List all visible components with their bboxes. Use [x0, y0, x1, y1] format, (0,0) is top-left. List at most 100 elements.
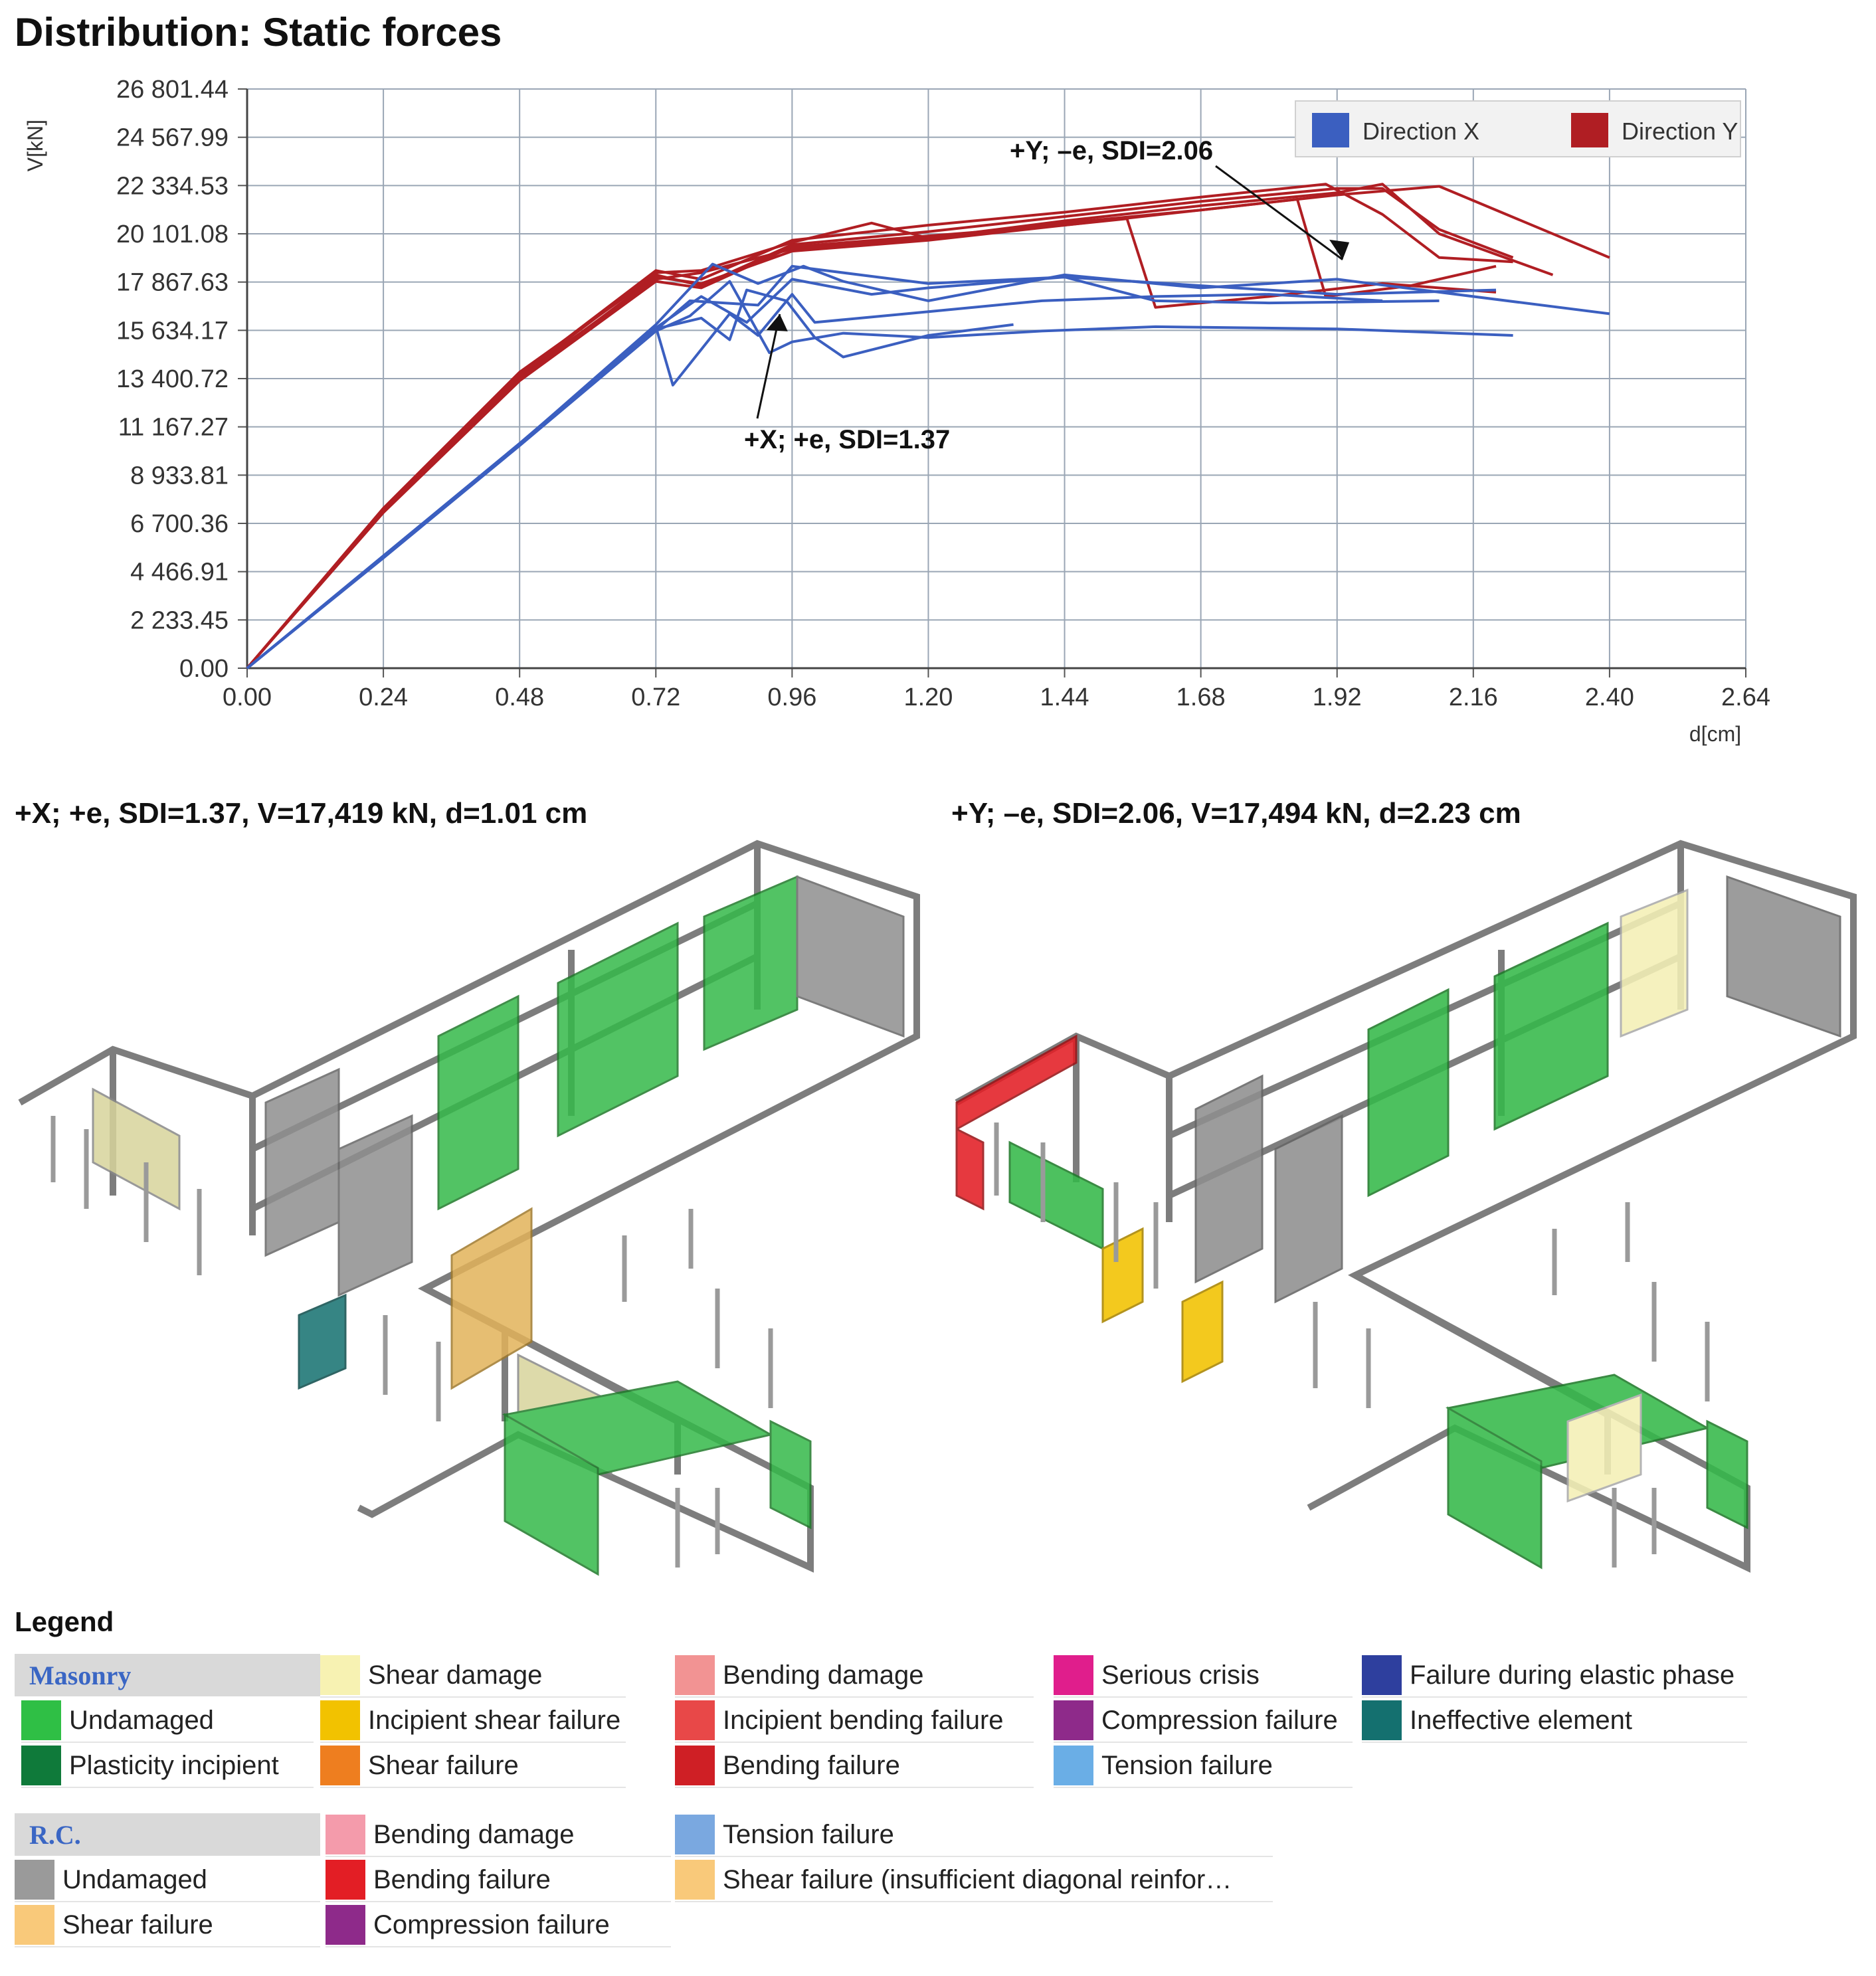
legend-swatch	[675, 1700, 715, 1740]
annotation-arrow	[1215, 165, 1343, 261]
y-tick-label: 22 334.53	[116, 172, 229, 200]
x-tick-label: 2.64	[1721, 683, 1770, 711]
legend-entry: Direction Y	[1622, 118, 1738, 145]
left-panel-title: +X; +e, SDI=1.37, V=17,419 kN, d=1.01 cm	[15, 797, 588, 830]
legend-swatch	[15, 1905, 54, 1945]
model-left-columns	[50, 1116, 773, 1568]
model-right-columns	[994, 1123, 1710, 1568]
pushover-chart: 0.00 0.24 0.48 0.72 0.96 1.20 1.44 1.68 1.92 2.16…	[23, 76, 1770, 746]
legend-swatch	[21, 1700, 61, 1740]
y-tick-label: 8 933.81	[130, 462, 229, 490]
page-title: Distribution: Static forces	[15, 10, 502, 54]
legend-item: Shear failure	[15, 1904, 320, 1947]
x-tick-label: 1.44	[1040, 683, 1089, 711]
legend-item: Bending failure	[326, 1858, 671, 1902]
legend-item: Undamaged	[21, 1699, 314, 1743]
annotation-label: +X; +e, SDI=1.37	[744, 425, 950, 454]
legend-swatch	[675, 1815, 715, 1854]
x-tick-label: 1.92	[1313, 683, 1362, 711]
y-tick-label: 4 466.91	[130, 559, 229, 586]
y-tick-label: 15 634.17	[116, 317, 229, 345]
legend-swatch	[326, 1860, 365, 1900]
legend-swatch	[675, 1860, 715, 1900]
y-tick-label: 20 101.08	[116, 221, 229, 248]
annotation-label: +Y; –e, SDI=2.06	[1010, 136, 1213, 165]
y-tick-label: 6 700.36	[130, 510, 229, 538]
legend-swatch	[1362, 1700, 1402, 1740]
legend-rc-header: R.C.	[15, 1813, 320, 1856]
legend-item: Undamaged	[15, 1858, 320, 1902]
legend-masonry-header: Masonry	[15, 1654, 320, 1696]
y-axis-label: V[kN]	[23, 120, 47, 171]
x-tick-label: 2.16	[1449, 683, 1498, 711]
legend-swatch	[21, 1746, 61, 1785]
legend-swatch	[1571, 113, 1608, 147]
legend-label: Bending failure	[723, 1750, 900, 1780]
y-tick-label: 17 867.63	[116, 269, 229, 297]
legend-label: Incipient bending failure	[723, 1705, 1004, 1735]
series-line	[246, 185, 1610, 670]
y-tick-label: 24 567.99	[116, 124, 229, 152]
legend-swatch	[1054, 1746, 1093, 1785]
chart-legend: Direction X Direction Y	[1295, 100, 1741, 157]
model-left-walls	[92, 875, 905, 1576]
legend-label: Bending failure	[373, 1864, 551, 1894]
chart-series	[246, 183, 1610, 670]
legend-item: Compression failure	[1054, 1699, 1353, 1743]
series-line	[246, 187, 1514, 670]
legend-swatch	[1312, 113, 1349, 147]
x-axis-label: d[cm]	[1689, 722, 1741, 746]
chart-grid	[246, 88, 1746, 669]
legend-item: Shear damage	[320, 1654, 626, 1698]
legend-item: Bending damage	[326, 1813, 671, 1857]
legend-item: Tension failure	[1054, 1744, 1353, 1788]
x-tick-label: 2.40	[1585, 683, 1634, 711]
x-tick-label: 0.96	[767, 683, 816, 711]
y-tick-label: 13 400.72	[116, 365, 229, 393]
legend-label: Tension failure	[1101, 1750, 1273, 1780]
legend-label: Shear failure	[368, 1750, 519, 1780]
legend-swatch	[320, 1746, 360, 1785]
legend-label: Bending damage	[723, 1660, 924, 1690]
legend-item: Shear failure (insufficient diagonal rei…	[675, 1858, 1273, 1902]
legend-label: Plasticity incipient	[69, 1750, 279, 1780]
legend-swatch	[1362, 1655, 1402, 1695]
legend-label: Shear damage	[368, 1660, 543, 1690]
x-tick-label: 0.48	[495, 683, 544, 711]
legend-label: Undamaged	[62, 1864, 207, 1894]
legend-swatch	[326, 1815, 365, 1854]
legend-item: Bending damage	[675, 1654, 1034, 1698]
legend-label: Bending damage	[373, 1819, 575, 1849]
legend-swatch	[320, 1700, 360, 1740]
legend-label: Tension failure	[723, 1819, 894, 1849]
chart-annotations: +Y; –e, SDI=2.06 +X; +e, SDI=1.37	[744, 136, 1350, 454]
legend-box	[1295, 100, 1741, 157]
legend-label: Compression failure	[373, 1910, 610, 1939]
y-tick-label: 0.00	[179, 655, 229, 683]
legend-item: Compression failure	[326, 1904, 671, 1947]
model-right-3d	[955, 840, 1857, 1573]
series-line	[246, 217, 1497, 670]
legend-swatch	[1054, 1700, 1093, 1740]
x-tick-label: 1.68	[1176, 683, 1226, 711]
legend-item: Incipient bending failure	[675, 1699, 1034, 1743]
model-right-walls	[955, 875, 1841, 1570]
legend-item: Failure during elastic phase	[1362, 1654, 1747, 1698]
x-tick-label: 0.24	[359, 683, 408, 711]
legend-label: Shear failure	[62, 1910, 213, 1939]
y-tick-label: 11 167.27	[118, 414, 229, 442]
x-tick-label: 0.00	[223, 683, 272, 711]
annotation-arrowhead	[766, 314, 788, 331]
legend-item: Tension failure	[675, 1813, 1273, 1857]
legend-swatch	[326, 1905, 365, 1945]
legend-label: Serious crisis	[1101, 1660, 1260, 1690]
legend-label: Shear failure (insufficient diagonal rei…	[723, 1864, 1232, 1894]
legend-label: Ineffective element	[1410, 1705, 1633, 1735]
legend-swatch	[675, 1746, 715, 1785]
y-tick-label: 2 233.45	[130, 606, 229, 634]
legend-item: Shear failure	[320, 1744, 626, 1788]
legend-swatch	[15, 1860, 54, 1900]
y-tick-label: 26 801.44	[116, 76, 229, 104]
right-panel-title: +Y; –e, SDI=2.06, V=17,494 kN, d=2.23 cm	[951, 797, 1521, 830]
legend-item: Ineffective element	[1362, 1699, 1747, 1743]
